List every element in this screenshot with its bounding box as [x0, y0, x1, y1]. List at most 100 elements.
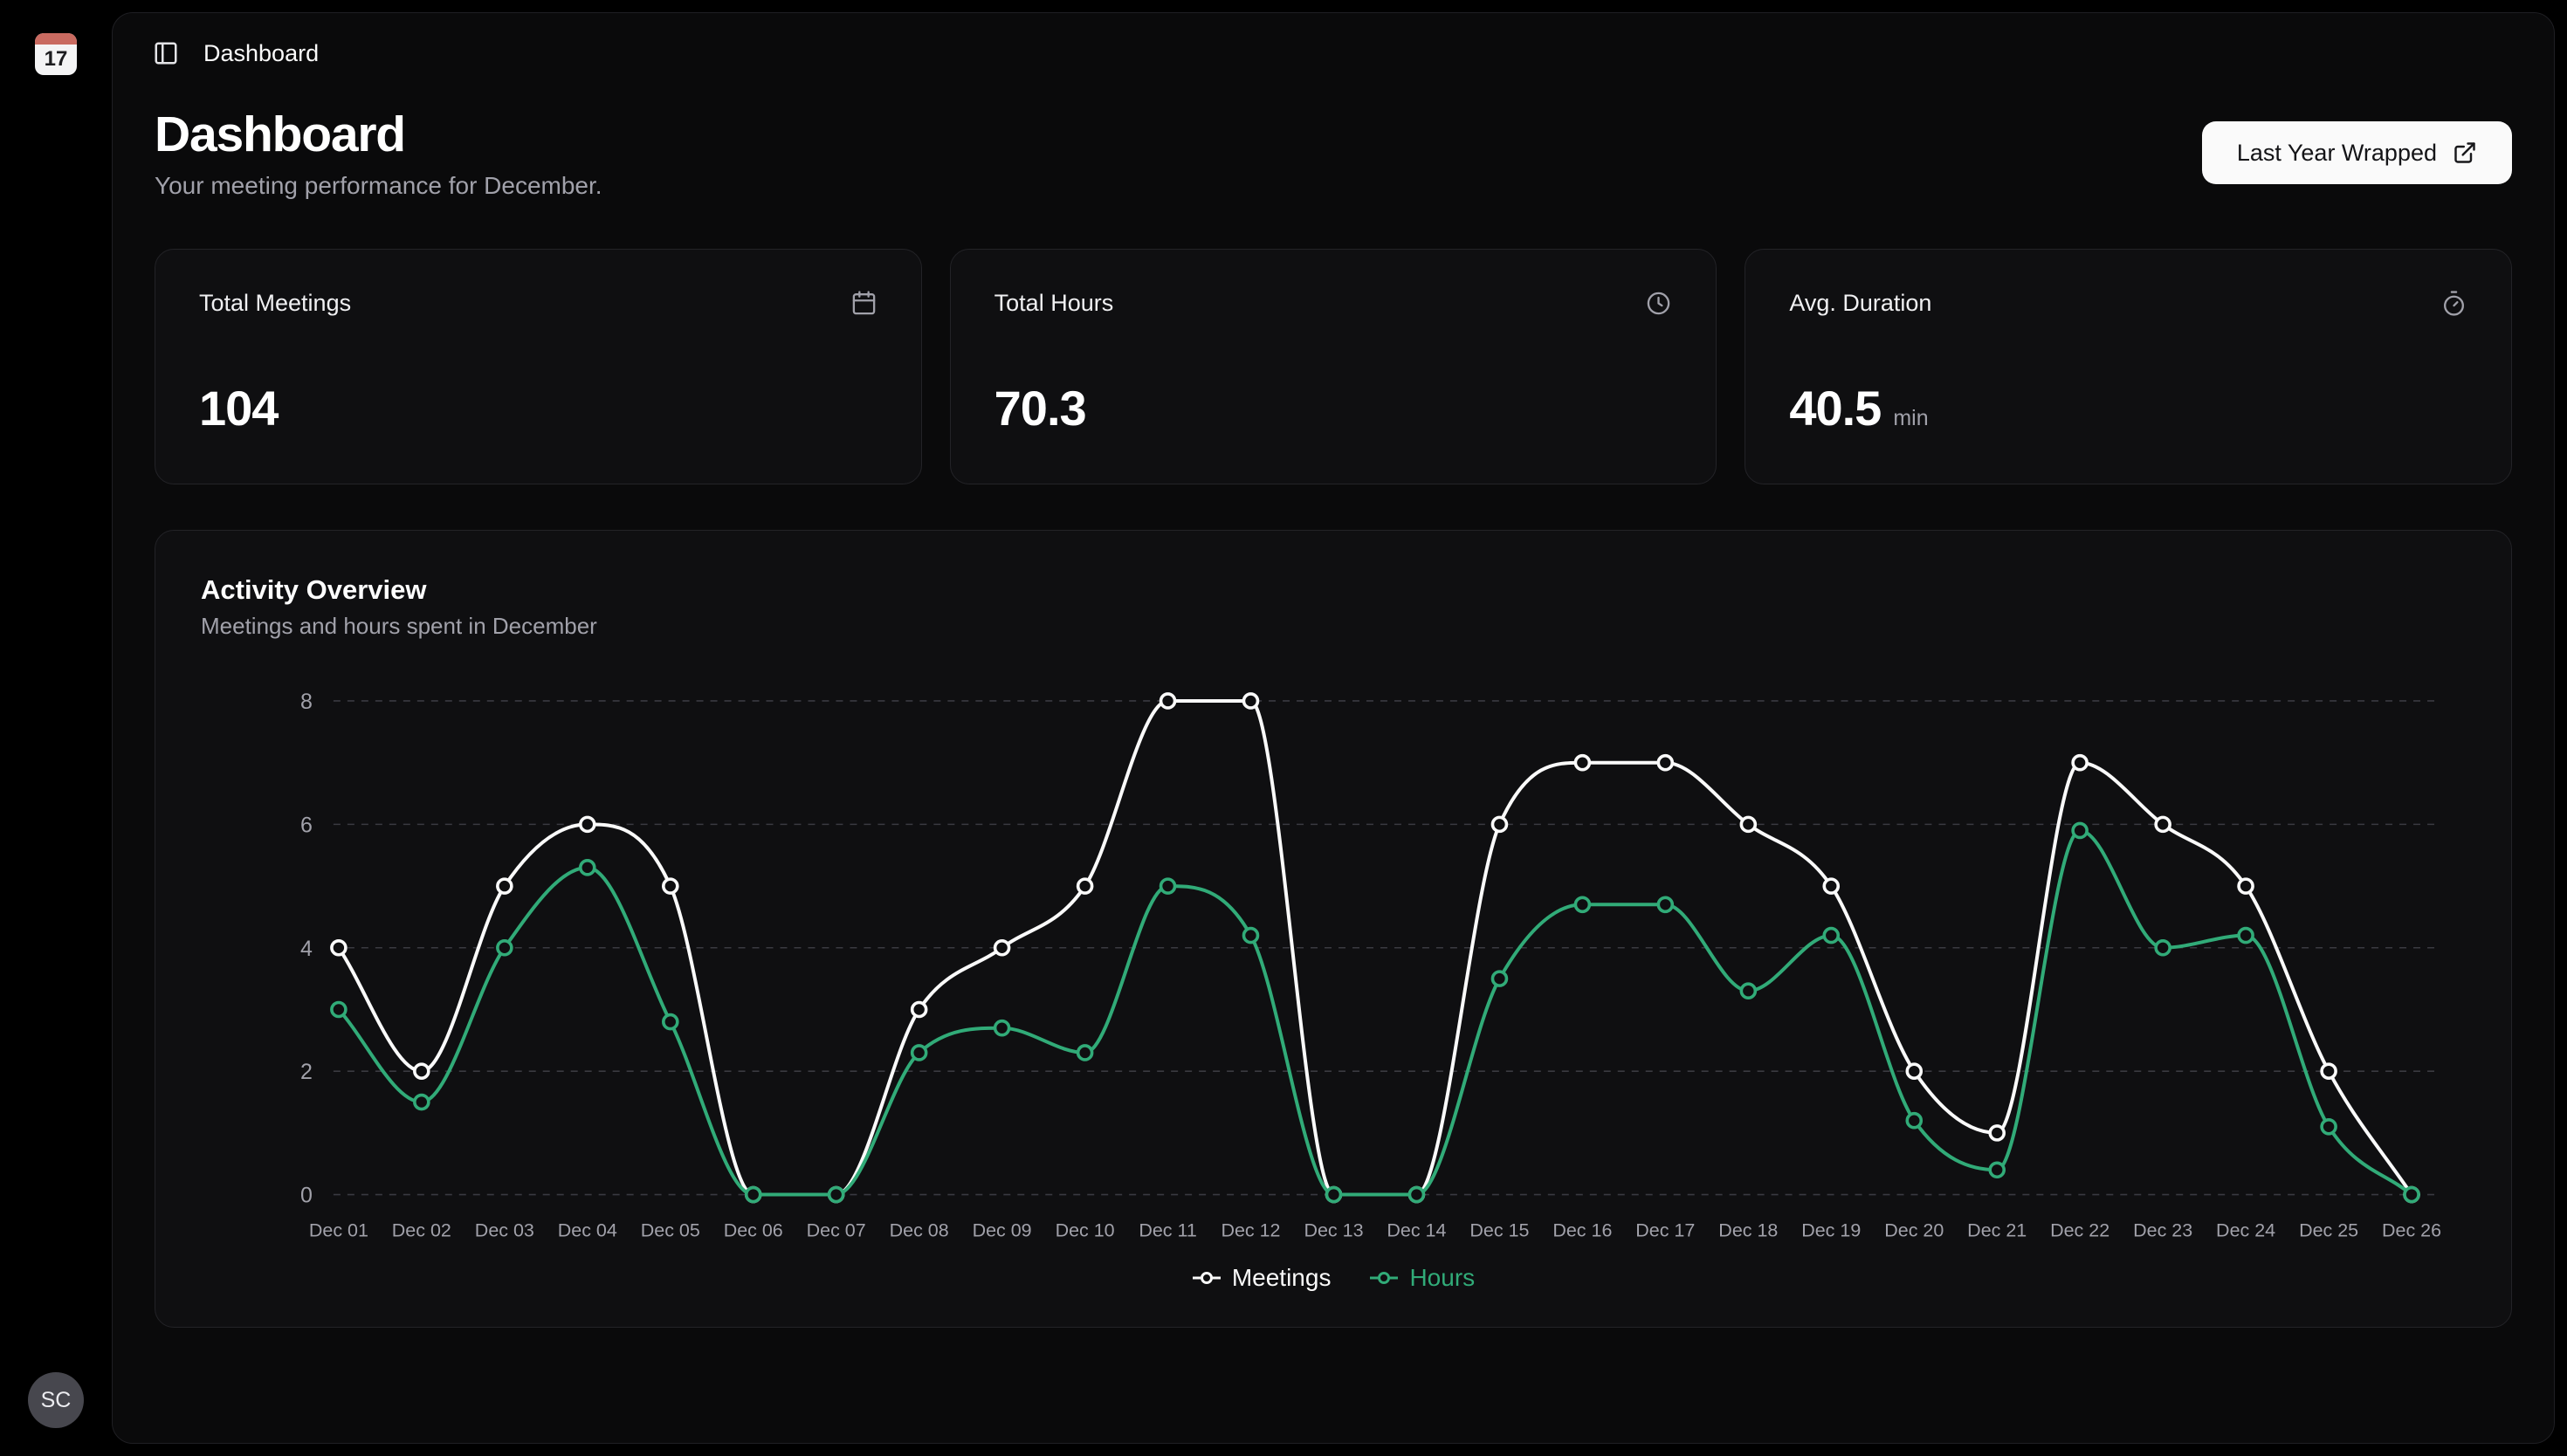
stat-value: 40.5 min	[1789, 380, 2467, 436]
stat-value-number: 104	[199, 381, 279, 436]
meetings-point	[2237, 877, 2254, 895]
stat-card-avg-duration: Avg. Duration 40.5 min	[1745, 249, 2512, 484]
meetings-point	[1076, 877, 1094, 895]
meetings-point	[993, 938, 1011, 957]
stat-card-total-hours: Total Hours 70.3	[949, 249, 1717, 484]
activity-chart-svg: 0 2 4 6 8 Dec 01 Dec 02 Dec 03 Dec 04 Dec 05 Dec 0…	[300, 690, 2441, 1241]
activity-title: Activity Overview	[201, 574, 427, 605]
meetings-point	[1242, 692, 1260, 710]
hours-point	[1656, 896, 1675, 914]
external-link-icon	[2454, 142, 2475, 163]
hours-point	[1076, 1044, 1094, 1061]
legend-label-hours: Hours	[1409, 1264, 1476, 1292]
calendar-icon	[850, 290, 877, 317]
hours-point	[910, 1044, 928, 1061]
hours-point	[1407, 1185, 1426, 1204]
panel-left-icon	[155, 42, 177, 65]
calendar-widget-header	[35, 33, 77, 45]
meetings-point	[1573, 753, 1592, 772]
x-axis-label: Dec 24	[2216, 1220, 2275, 1241]
x-axis-label: Dec 12	[1221, 1220, 1280, 1241]
hours-line	[336, 828, 2414, 1197]
x-axis-label: Dec 15	[1469, 1220, 1529, 1241]
activity-chart[interactable]: 0 2 4 6 8 Dec 01 Dec 02 Dec 03 Dec 04 Dec 05 Dec 0…	[201, 678, 2466, 1253]
hours-point	[827, 1185, 845, 1204]
sidebar-toggle-button[interactable]	[151, 38, 181, 68]
hours-point	[413, 1093, 430, 1111]
x-axis-label: Dec 04	[558, 1220, 617, 1241]
hours-point	[1905, 1111, 1924, 1130]
x-axis-label: Dec 05	[641, 1220, 700, 1241]
last-year-wrapped-button[interactable]: Last Year Wrapped	[2201, 121, 2512, 184]
hours-point	[1573, 896, 1592, 914]
clock-icon	[1645, 290, 1672, 317]
hours-point	[1159, 877, 1177, 895]
x-axis-label: Dec 25	[2299, 1220, 2358, 1241]
stat-value: 104	[199, 380, 877, 436]
stat-card-header: Total Hours	[994, 290, 1673, 317]
x-axis-label: Dec 19	[1801, 1220, 1861, 1241]
sidebar-rail: 17 SC	[0, 0, 112, 1456]
x-axis-label: Dec 08	[890, 1220, 949, 1241]
meetings-point	[413, 1062, 430, 1080]
y-axis-label: 8	[300, 690, 313, 714]
x-axis-label: Dec 17	[1635, 1220, 1695, 1241]
hours-point	[330, 1000, 348, 1019]
stat-value: 70.3	[994, 380, 1673, 436]
hours-point	[993, 1019, 1011, 1037]
meetings-point	[1822, 877, 1841, 895]
meetings-point	[2154, 815, 2171, 834]
meetings-point	[1159, 692, 1177, 710]
legend-item-hours: Hours	[1369, 1264, 1475, 1292]
meetings-legend-icon	[1192, 1272, 1221, 1285]
avatar[interactable]: SC	[28, 1372, 84, 1428]
page-header: Dashboard Your meeting performance for D…	[155, 106, 2512, 200]
hours-point	[2154, 938, 2171, 957]
last-year-wrapped-label: Last Year Wrapped	[2236, 139, 2437, 166]
hours-point	[744, 1185, 762, 1204]
topbar: Dashboard	[113, 13, 2554, 93]
x-axis-label: Dec 02	[392, 1220, 451, 1241]
hours-point	[2320, 1118, 2337, 1136]
x-axis-label: Dec 14	[1387, 1220, 1446, 1241]
x-axis-label: Dec 11	[1139, 1220, 1196, 1241]
meetings-point	[578, 815, 596, 834]
legend-item-meetings: Meetings	[1192, 1264, 1332, 1292]
hours-point	[496, 938, 513, 957]
stats-row: Total Meetings 104 Total Ho	[155, 249, 2512, 484]
stat-label: Total Hours	[994, 290, 1114, 316]
page-header-text: Dashboard Your meeting performance for D…	[155, 106, 602, 200]
meetings-point	[662, 877, 679, 895]
meetings-point	[1988, 1124, 2006, 1142]
page-content: Dashboard Your meeting performance for D…	[113, 93, 2554, 1370]
hours-point	[2403, 1185, 2420, 1204]
meetings-point	[1656, 753, 1675, 772]
meetings-line	[336, 698, 2414, 1197]
chart-legend: Meetings Hours	[201, 1264, 2466, 1292]
hours-point	[2071, 821, 2089, 840]
hours-point	[2237, 926, 2254, 944]
activity-subtitle: Meetings and hours spent in December	[201, 613, 597, 639]
calendar-widget-day: 17	[44, 47, 68, 71]
topbar-title: Dashboard	[203, 39, 320, 66]
hours-point	[1325, 1185, 1343, 1204]
x-axis-label: Dec 22	[2050, 1220, 2109, 1241]
x-axis-label: Dec 13	[1304, 1220, 1363, 1241]
stat-card-header: Total Meetings	[199, 290, 877, 317]
y-axis-label: 2	[300, 1060, 313, 1084]
stat-card-header: Avg. Duration	[1789, 290, 2467, 317]
calendar-widget[interactable]: 17	[35, 33, 77, 75]
legend-label-meetings: Meetings	[1231, 1264, 1332, 1292]
x-axis-label: Dec 09	[973, 1220, 1032, 1241]
main-panel: Dashboard Dashboard Your meeting perform…	[112, 12, 2555, 1444]
hours-point	[1490, 970, 1509, 987]
timer-icon	[2440, 290, 2467, 317]
y-axis-label: 0	[300, 1184, 313, 1208]
meetings-point	[910, 1000, 928, 1019]
x-axis-label: Dec 01	[309, 1220, 368, 1241]
hours-legend-icon	[1370, 1272, 1399, 1285]
meetings-point	[496, 877, 513, 895]
meetings-point	[1490, 815, 1509, 834]
stat-card-total-meetings: Total Meetings 104	[155, 249, 922, 484]
y-axis-label: 6	[300, 813, 313, 837]
